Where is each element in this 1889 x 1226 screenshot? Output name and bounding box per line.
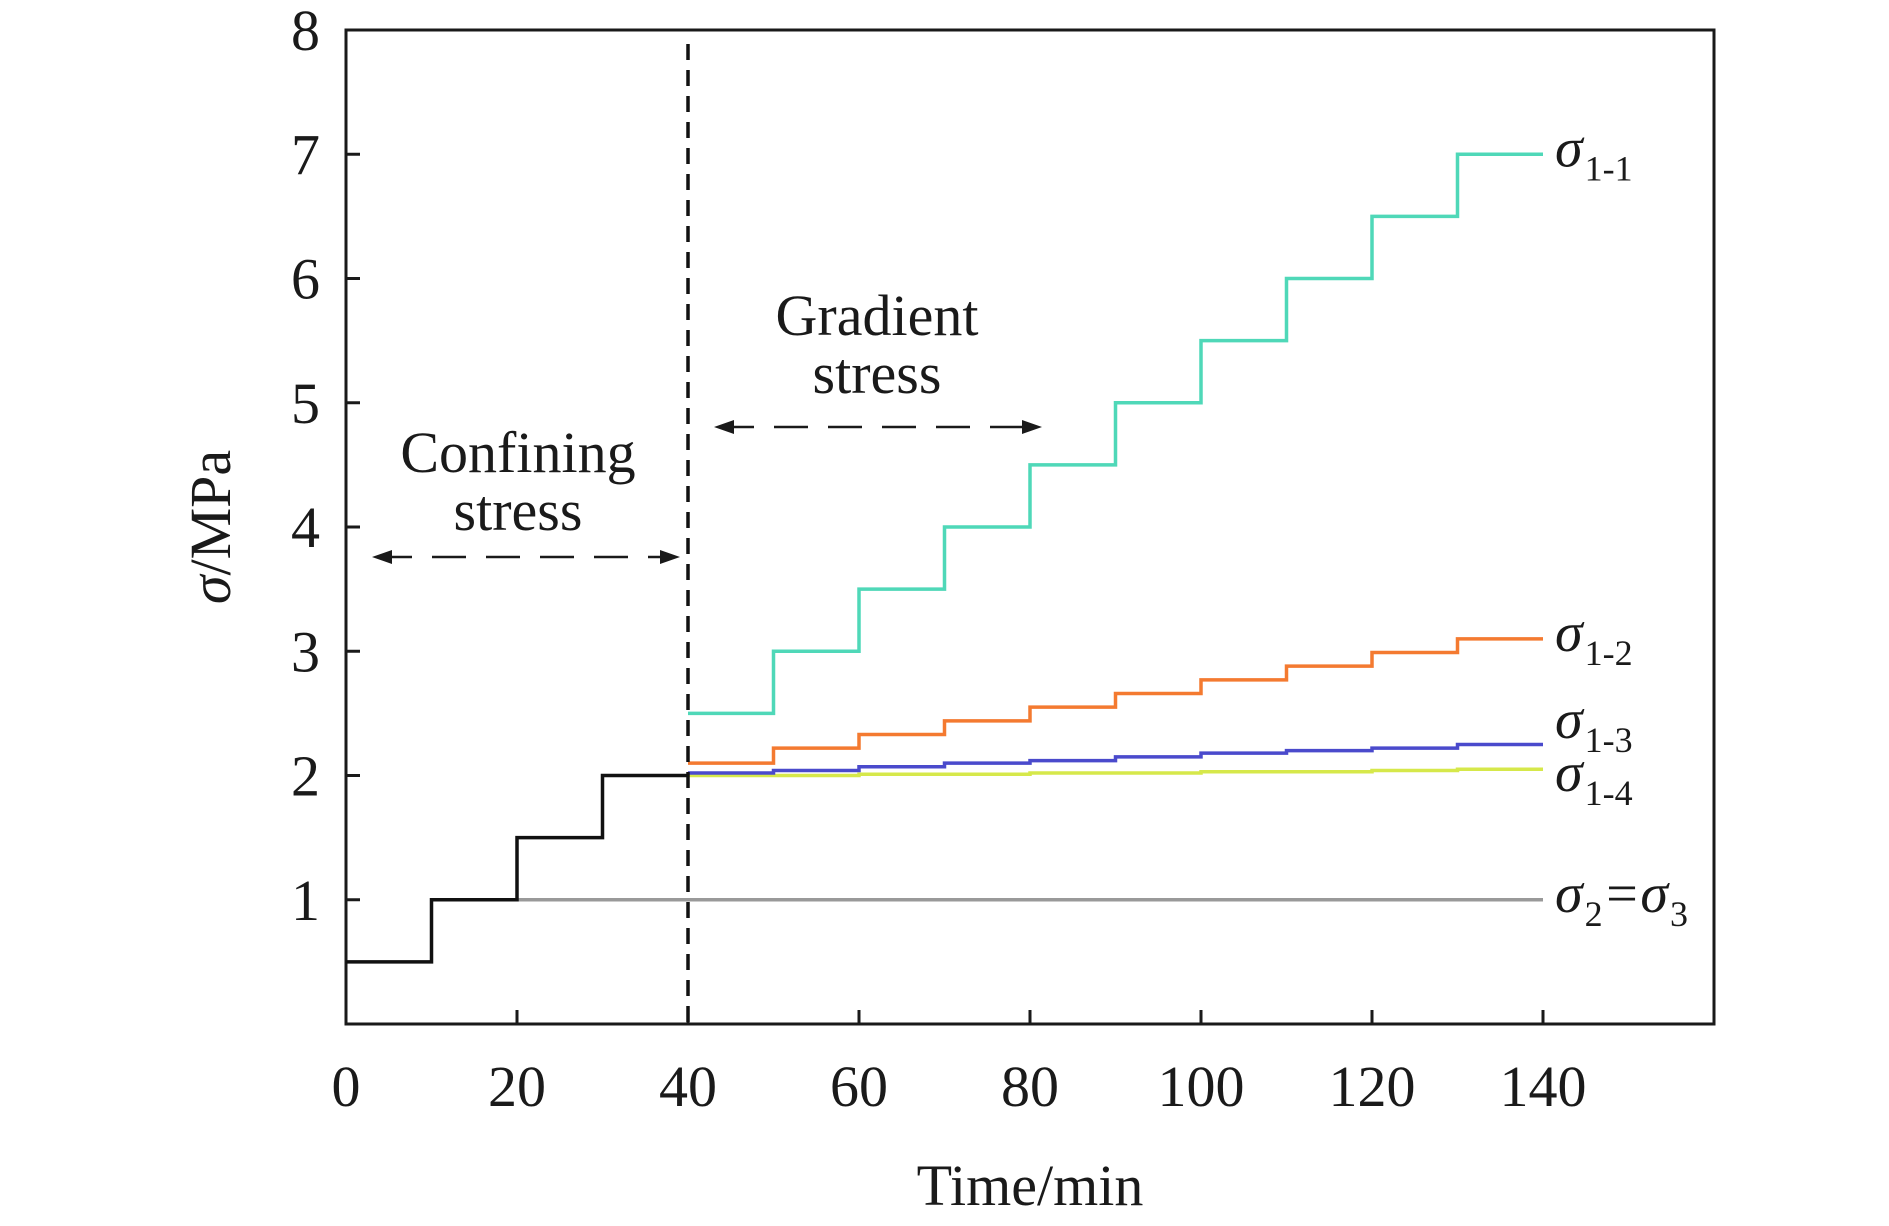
x-tick-label: 80	[1001, 1054, 1059, 1119]
series-label-subscript: 2	[1585, 894, 1603, 934]
series-label-subscript: 1-2	[1585, 633, 1633, 673]
y-tick-label: 3	[291, 619, 320, 684]
series-label-subscript: 1-4	[1585, 773, 1633, 813]
y-axis-title: σ/MPa	[178, 450, 243, 604]
series-label-symbol: σ	[1555, 117, 1585, 179]
series-line-s12	[688, 637, 1543, 765]
series-label-s11: σ1-1	[1555, 117, 1633, 188]
y-tick-label: 4	[291, 495, 320, 560]
series-label-s14: σ1-4	[1555, 742, 1633, 813]
series-label-symbol-2: σ	[1640, 863, 1670, 925]
series-line-s13	[688, 742, 1543, 775]
series-labels: σ1-1σ1-2σ1-3σ1-4σ2=σ3	[1555, 117, 1688, 934]
series-label-symbol: σ	[1555, 602, 1585, 664]
y-tick-label: 2	[291, 744, 320, 809]
series-label-s12: σ1-2	[1555, 602, 1633, 673]
series-layer	[346, 152, 1543, 964]
confining-stress-label: Confining	[400, 420, 635, 485]
series-label-subscript-2: 3	[1670, 894, 1688, 934]
x-tick-label: 40	[659, 1054, 717, 1119]
axis-ticks	[346, 152, 1545, 1024]
confining-stress-label-2: stress	[454, 478, 583, 543]
confining-phase-line	[346, 773, 688, 964]
confining-stress-arrow	[372, 550, 680, 564]
y-axis-symbol: σ	[178, 573, 243, 604]
gradient-stress-label: Gradient	[776, 283, 979, 348]
series-line-s14	[688, 767, 1543, 778]
x-tick-label: 120	[1329, 1054, 1416, 1119]
x-tick-label: 60	[830, 1054, 888, 1119]
x-tick-label: 20	[488, 1054, 546, 1119]
x-axis-title: Time/min	[917, 1153, 1144, 1218]
axis-tick-labels: 0 20 40 60 80 100 120 140 1 2 3 4 5 6 7 8	[291, 0, 1587, 1119]
series-label-s23: σ2=σ3	[1555, 863, 1688, 934]
series-label-subscript: 1-1	[1585, 148, 1633, 188]
gradient-stress-label-2: stress	[813, 341, 942, 406]
y-tick-label: 8	[291, 0, 320, 63]
x-tick-label: 0	[332, 1054, 361, 1119]
series-label-symbol: σ	[1555, 863, 1585, 925]
series-label-subscript: 1-3	[1585, 720, 1633, 760]
y-tick-label: 7	[291, 122, 320, 187]
y-axis-unit: /MPa	[178, 450, 243, 576]
x-tick-label: 100	[1158, 1054, 1245, 1119]
y-tick-label: 1	[291, 868, 320, 933]
series-label-equals: =	[1603, 863, 1641, 925]
series-line-s11	[688, 152, 1543, 716]
series-label-s13: σ1-3	[1555, 689, 1633, 760]
x-tick-label: 140	[1500, 1054, 1587, 1119]
y-tick-label: 6	[291, 247, 320, 312]
gradient-stress-arrow	[714, 420, 1042, 434]
y-tick-label: 5	[291, 371, 320, 436]
series-label-symbol: σ	[1555, 689, 1585, 751]
series-label-symbol: σ	[1555, 742, 1585, 804]
